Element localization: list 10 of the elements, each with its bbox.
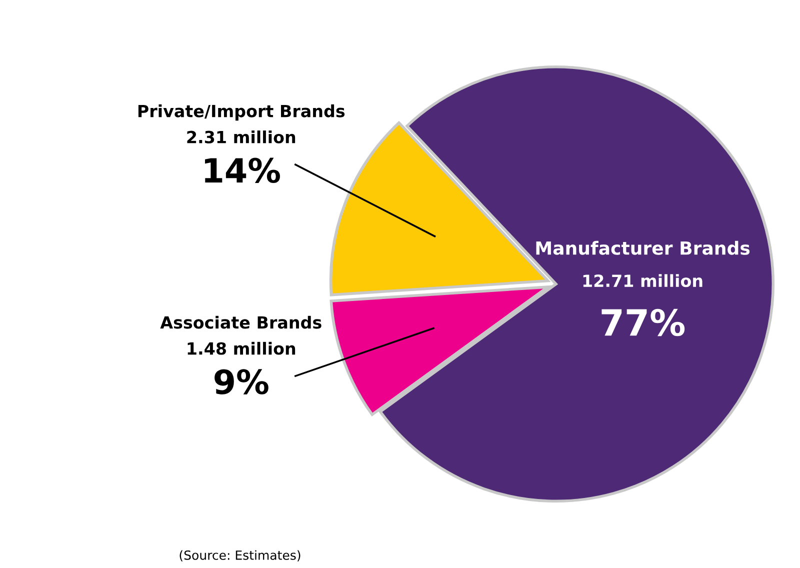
data-label: 1.48 million — [188, 342, 296, 355]
text: 77% — [602, 308, 685, 336]
text: (Source: Estimates) — [180, 550, 300, 562]
text: 14% — [205, 158, 280, 183]
slice-label: Manufacturer Brands — [536, 240, 750, 255]
slice-label: Private/Import Brands — [138, 104, 345, 121]
data-label: 2.31 million — [187, 130, 296, 144]
slice-label: Associate Brands — [160, 316, 322, 329]
text: 9% — [214, 369, 268, 394]
data-label: 12.71 million — [583, 274, 702, 288]
